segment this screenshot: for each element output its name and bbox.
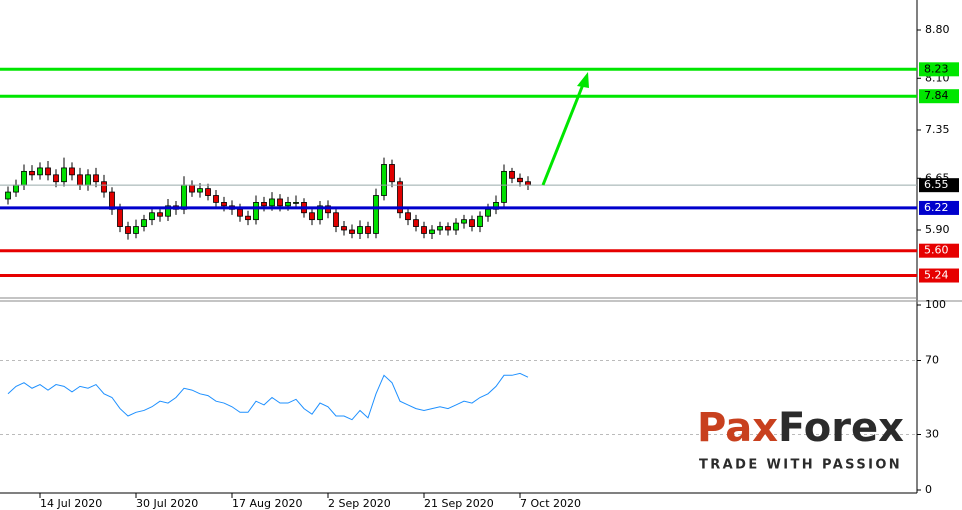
candle-body [453,222,459,231]
candle-body [205,188,211,196]
candle-body [181,184,187,210]
x-tick-label: 21 Sep 2020 [424,497,494,510]
logo: PaxForex TRADE WITH PASSION [697,405,904,473]
candle-body [285,202,291,207]
candle-body [389,164,395,183]
candle-body [357,226,363,234]
level-label: 8.23 [924,62,949,75]
candle-body [333,212,339,227]
forecast-arrow [541,72,589,186]
current-price-box [919,178,959,193]
candle-body [157,212,163,217]
x-tick-label: 17 Aug 2020 [232,497,302,510]
candle-body [5,191,11,200]
candle-body [149,212,155,221]
level-label: 6.22 [924,201,949,214]
candle-body [461,219,467,224]
logo-tagline: TRADE WITH PASSION [699,458,902,473]
level-box [919,89,959,104]
candle-body [341,226,347,231]
level-box [919,243,959,258]
candle-body [469,219,475,227]
candle-body [405,212,411,221]
arrow-shaft [541,81,586,186]
candle-body [509,170,515,179]
candle-body [245,215,251,221]
candle-body [397,181,403,214]
candle-body [317,205,323,221]
x-tick-label: 7 Oct 2020 [520,497,581,510]
candle-body [237,208,243,217]
candle-body [125,226,131,234]
logo-part: Pa [697,405,752,451]
level-box [919,200,959,215]
level-label: 7.84 [924,89,949,102]
candle-body [45,167,51,176]
level-label: 5.24 [924,269,949,282]
candle-body [277,198,283,207]
candle-body [61,167,67,183]
candle-body [293,202,299,204]
candle-body [85,174,91,186]
candle-body [485,208,491,217]
candle-body [381,164,387,196]
candle-body [221,202,227,207]
y-tick-label: 8.80 [925,23,950,36]
x-tick-label: 14 Jul 2020 [40,497,102,510]
candle-body [445,226,451,231]
candle-body [69,167,75,176]
y-tick-label: 30 [925,428,939,441]
x-tick-label: 30 Jul 2020 [136,497,198,510]
logo-brand: PaxForex [697,405,904,451]
candle-body [501,170,507,203]
logo-part: x [752,405,778,451]
level-box [919,268,959,283]
candle-body [101,181,107,193]
arrow-head [577,72,589,88]
y-tick-label: 100 [925,298,946,311]
y-tick-label: 7.35 [925,123,950,136]
level-box [919,62,959,77]
candle-body [437,226,443,231]
candle-body [165,205,171,217]
candle-body [269,198,275,207]
candle-body [365,226,371,234]
candle-body [77,174,83,186]
candle-body [53,174,59,183]
candle-body [477,215,483,227]
candle-body [373,195,379,234]
candle-body [517,177,523,183]
y-tick-label: 5.90 [925,223,950,236]
candle-body [93,174,99,183]
candle-body [29,170,35,176]
x-tick-label: 2 Sep 2020 [328,497,391,510]
candle-body [21,170,27,186]
candle-body [429,229,435,234]
level-label: 5.60 [924,244,949,257]
y-tick-label: 70 [925,354,939,367]
candle-body [13,184,19,193]
candle-body [261,202,267,207]
current-price-label: 6.55 [924,178,949,191]
candle-body [421,226,427,234]
candle-body [141,219,147,227]
candle-body [253,202,259,221]
candle-body [213,195,219,203]
candle-body [117,208,123,227]
candle-body [133,226,139,234]
candle-body [349,229,355,234]
candle-body [309,212,315,221]
logo-part: Forex [778,405,904,451]
y-tick-label: 0 [925,483,932,496]
candle-body [413,219,419,227]
candle-body [189,184,195,193]
candle-body [197,188,203,193]
rsi-line [7,372,529,421]
candle-body [525,181,531,186]
candle-body [37,167,43,176]
